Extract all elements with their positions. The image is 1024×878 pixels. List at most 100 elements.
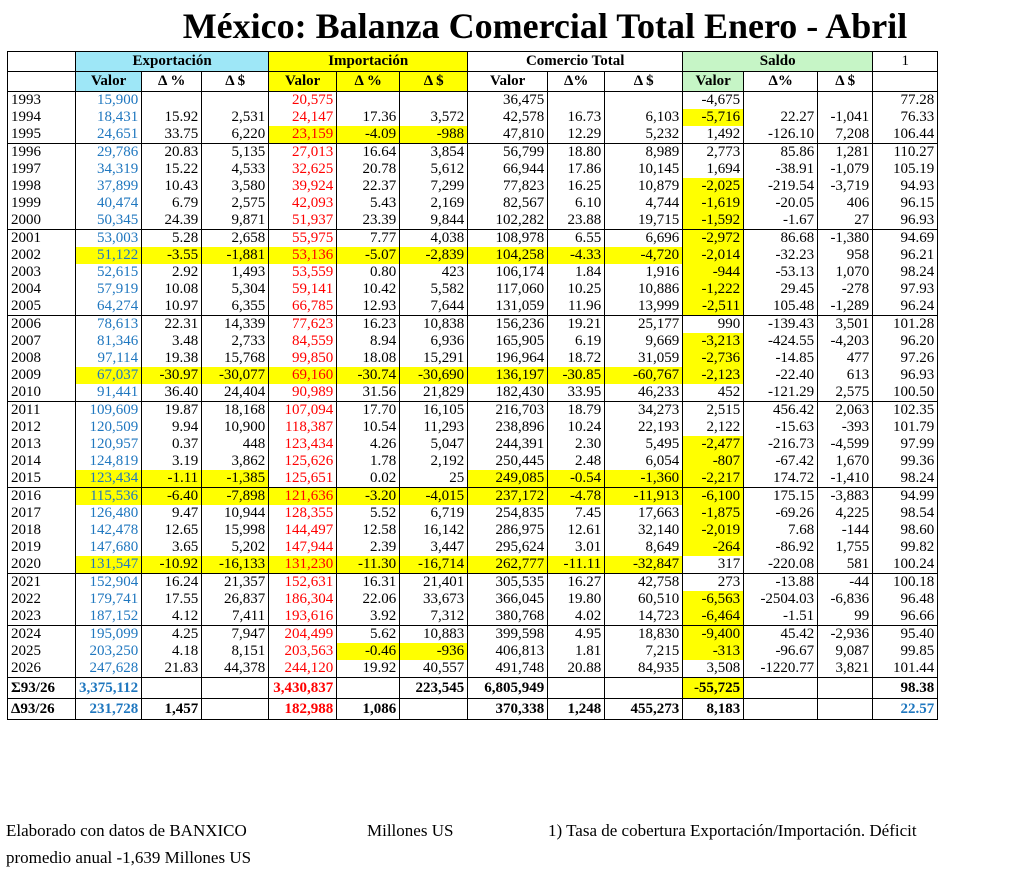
cell-exp-pct: 10.43	[141, 178, 203, 195]
cell-year: 2004	[7, 281, 76, 298]
cell-cobertura: 101.28	[872, 315, 939, 333]
sub-header-com-pct: Δ%	[547, 71, 606, 92]
cell-exp-pct: 9.47	[141, 505, 203, 522]
cell-exp-valor: 120,509	[74, 419, 143, 436]
sub-header-sal-delta: Δ $	[817, 71, 874, 92]
cell-sal-valor: -807	[682, 453, 745, 470]
cell-com-valor: 254,835	[467, 505, 549, 522]
cell-exp-delta: 10,944	[201, 505, 270, 522]
cell-exp-valor: 29,786	[74, 143, 143, 161]
cell-exp-delta: 15,998	[201, 522, 270, 539]
cell-com-pct: -11.11	[547, 556, 606, 574]
cell-cobertura: 96.93	[872, 212, 939, 230]
cell-sal-valor: -5,716	[682, 109, 745, 126]
cell-sal-valor: -1,875	[682, 505, 745, 522]
cell-sal-valor: -2,025	[682, 178, 745, 195]
cell-sal-delta: 1,670	[817, 453, 874, 470]
cell-sal-pct: -13.88	[743, 573, 819, 591]
cell-year: 2026	[7, 660, 76, 678]
cell-com-valor: 106,174	[467, 264, 549, 281]
cell-com-delta: 6,054	[604, 453, 684, 470]
cell-year: 2007	[7, 333, 76, 350]
cell-com-valor: 295,624	[467, 539, 549, 556]
cell-com-delta: 32,140	[604, 522, 684, 539]
cell-imp-valor: 121,636	[268, 487, 338, 505]
cell-year: 2012	[7, 419, 76, 436]
cell-exp-pct: 33.75	[141, 126, 203, 144]
cell-sal-delta: -6,836	[817, 591, 874, 608]
cell-imp-delta: 6,936	[399, 333, 469, 350]
cell-com-valor: 36,475	[467, 91, 549, 109]
cell-com-valor: 244,391	[467, 436, 549, 453]
cell-cobertura: 106.44	[872, 126, 939, 144]
cell-imp-valor: 20,575	[268, 91, 338, 109]
cell-com-valor: 286,975	[467, 522, 549, 539]
cell-sal-delta: 2,063	[817, 401, 874, 419]
cell-sal-pct: 174.72	[743, 470, 819, 488]
cell-cobertura: 102.35	[872, 401, 939, 419]
cell-imp-pct: 16.31	[336, 573, 401, 591]
cell-exp-pct: -1.11	[141, 470, 203, 488]
cell-year: 2018	[7, 522, 76, 539]
cell-exp-valor: 120,957	[74, 436, 143, 453]
cell-exp-delta: -16,133	[201, 556, 270, 574]
cell-imp-delta: 3,572	[399, 109, 469, 126]
cell-imp-pct: 12.58	[336, 522, 401, 539]
header-note-1: 1	[872, 51, 939, 72]
cell-exp-pct: 0.37	[141, 436, 203, 453]
summary-cell-imp-pct	[336, 677, 401, 699]
cell-exp-valor: 152,904	[74, 573, 143, 591]
cell-com-pct: -4.33	[547, 247, 606, 264]
summary-cell-exp-delta	[201, 698, 270, 720]
cell-imp-valor: 125,626	[268, 453, 338, 470]
cell-imp-pct: -30.74	[336, 367, 401, 384]
cell-cobertura: 101.79	[872, 419, 939, 436]
cell-com-pct: 1.84	[547, 264, 606, 281]
cell-sal-valor: -2,217	[682, 470, 745, 488]
cell-imp-delta: -2,839	[399, 247, 469, 264]
cell-imp-valor: 66,785	[268, 298, 338, 316]
cell-imp-pct: 22.06	[336, 591, 401, 608]
cell-sal-valor: 990	[682, 315, 745, 333]
cell-sal-delta: 1,070	[817, 264, 874, 281]
summary-cell-com-delta	[604, 677, 684, 699]
cell-com-delta: 1,916	[604, 264, 684, 281]
cell-sal-pct: 175.15	[743, 487, 819, 505]
cell-imp-valor: 152,631	[268, 573, 338, 591]
header-saldo: Saldo	[682, 51, 874, 72]
cell-imp-valor: 53,136	[268, 247, 338, 264]
table-row: 2010 91,441 36.40 24,404 90,989 31.56 21,829 18…	[7, 384, 939, 402]
cell-com-pct: 4.02	[547, 608, 606, 626]
cell-exp-valor: 81,346	[74, 333, 143, 350]
cell-exp-pct: 5.28	[141, 229, 203, 247]
cell-sal-delta: 1,281	[817, 143, 874, 161]
cell-com-valor: 117,060	[467, 281, 549, 298]
sub-header-sal-pct: Δ%	[743, 71, 819, 92]
cell-sal-valor: 317	[682, 556, 745, 574]
cell-cobertura: 98.24	[872, 264, 939, 281]
cell-cobertura: 99.36	[872, 453, 939, 470]
cell-sal-delta: -1,041	[817, 109, 874, 126]
cell-cobertura: 94.69	[872, 229, 939, 247]
cell-com-valor: 250,445	[467, 453, 549, 470]
cell-sal-pct: 85.86	[743, 143, 819, 161]
table-row: 2005 64,274 10.97 6,355 66,785 12.93 7,644 131,…	[7, 298, 939, 316]
cell-sal-delta: 2,575	[817, 384, 874, 402]
cell-cobertura: 100.24	[872, 556, 939, 574]
cell-com-valor: 182,430	[467, 384, 549, 402]
cell-com-delta: -4,720	[604, 247, 684, 264]
cell-com-pct: 19.21	[547, 315, 606, 333]
cell-imp-delta: 6,719	[399, 505, 469, 522]
cell-cobertura: 97.26	[872, 350, 939, 367]
table-row: 2020 131,547 -10.92 -16,133 131,230 -11.30 -16…	[7, 556, 939, 574]
cell-com-delta: 10,145	[604, 161, 684, 178]
cell-com-pct: 33.95	[547, 384, 606, 402]
table-row: 2021 152,904 16.24 21,357 152,631 16.31 21,401…	[7, 573, 939, 591]
cell-com-pct: 2.30	[547, 436, 606, 453]
cell-sal-valor: -4,675	[682, 91, 745, 109]
cell-sal-pct: -121.29	[743, 384, 819, 402]
cell-imp-delta: 5,612	[399, 161, 469, 178]
sum-row: Σ93/26 3,375,112 3,430,837 223,545 6,805,949…	[7, 677, 939, 699]
sub-header-row: Valor Δ % Δ $ Valor Δ % Δ $ Valor Δ% Δ $…	[7, 71, 939, 92]
table-row: 1993 15,900 20,575 36,475 -4,675 77.28	[7, 91, 939, 109]
